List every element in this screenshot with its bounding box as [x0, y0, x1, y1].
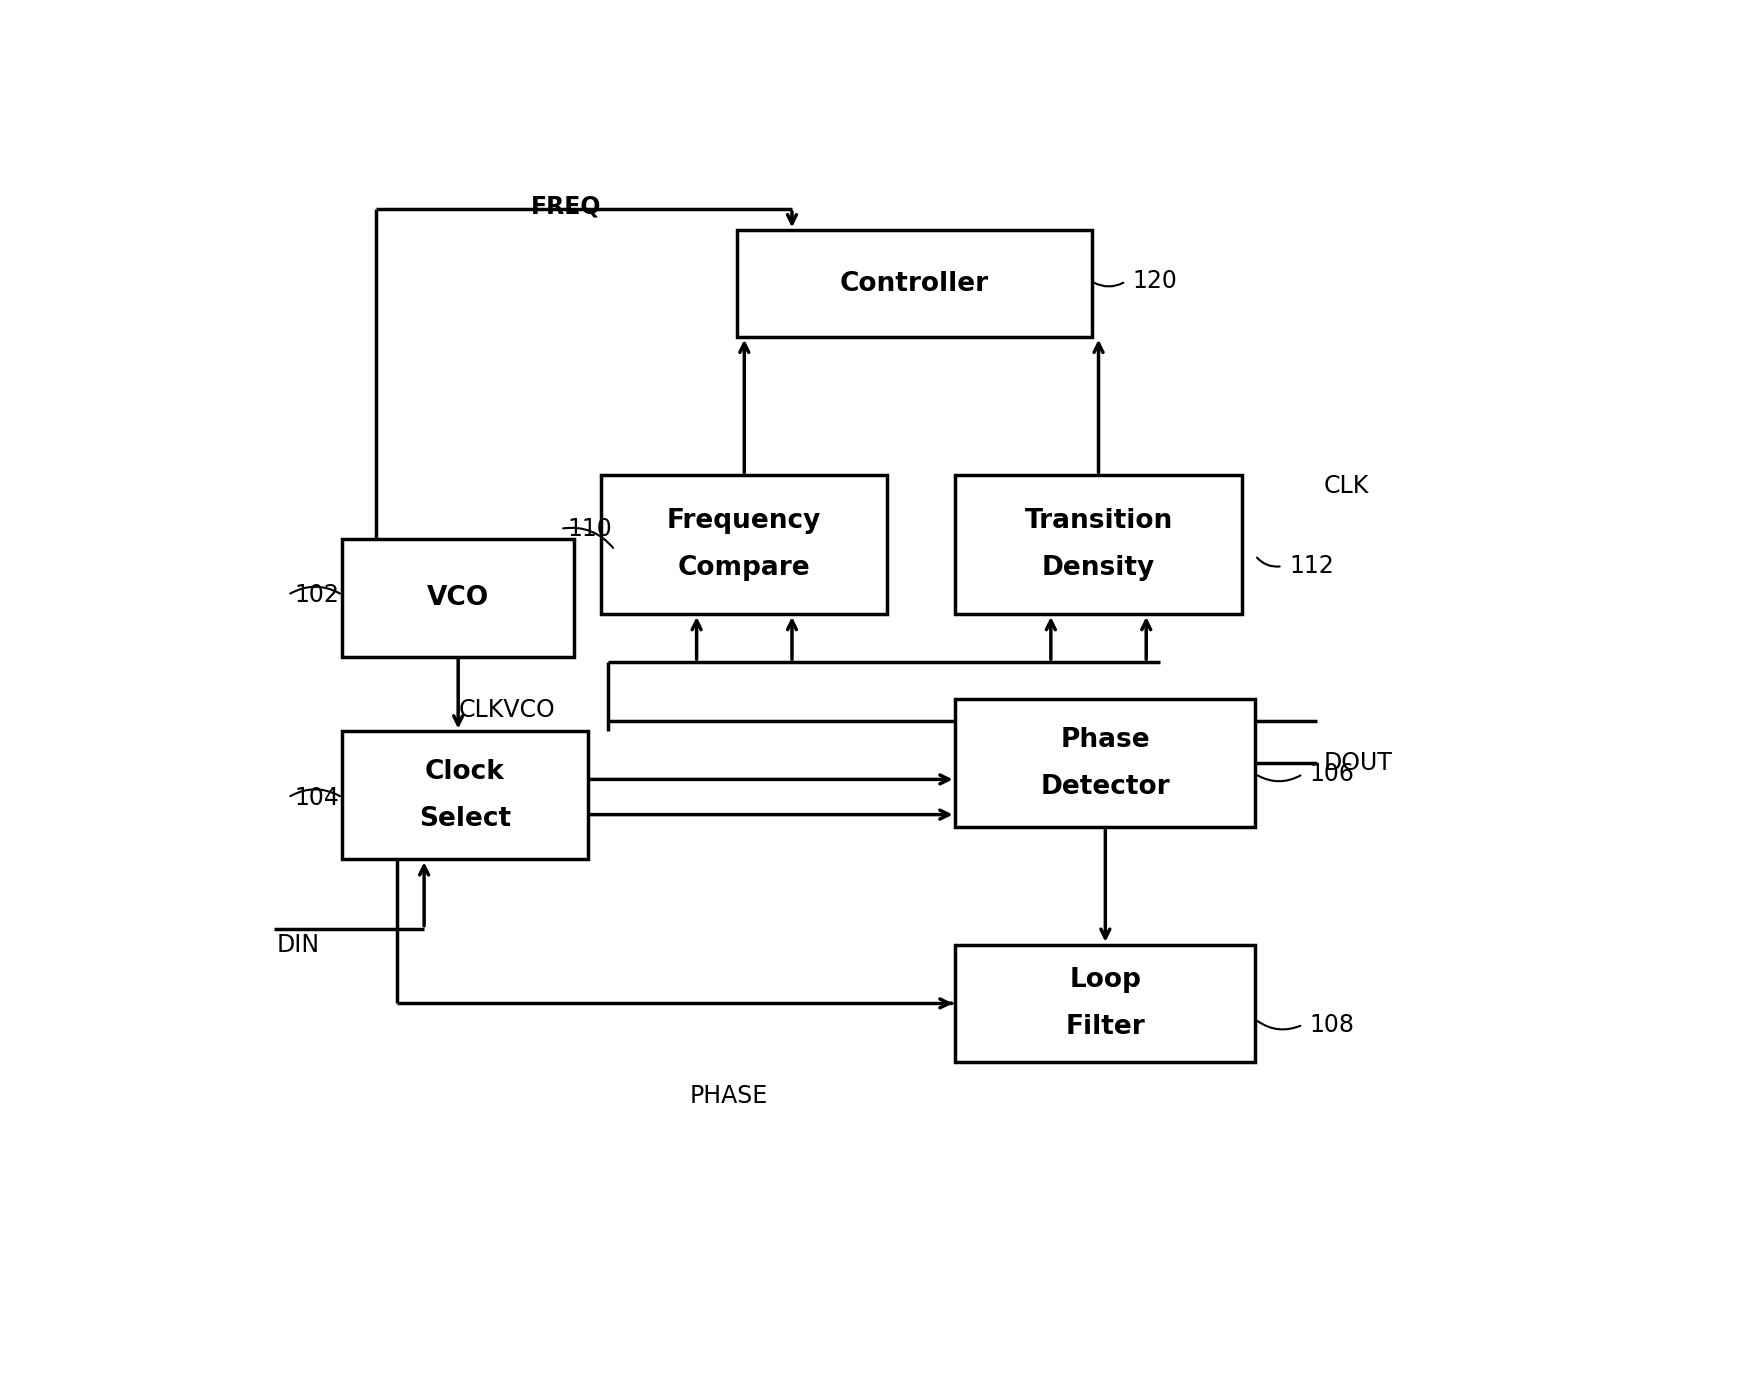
Text: Select: Select — [418, 806, 511, 832]
Text: 108: 108 — [1309, 1012, 1355, 1037]
Text: 104: 104 — [295, 785, 339, 810]
Text: VCO: VCO — [427, 584, 488, 611]
Text: Filter: Filter — [1065, 1014, 1144, 1040]
Text: Density: Density — [1042, 555, 1154, 582]
Bar — [738, 230, 1091, 337]
Bar — [343, 731, 587, 859]
Text: 106: 106 — [1309, 762, 1355, 787]
Bar — [956, 475, 1240, 614]
Text: 112: 112 — [1288, 554, 1334, 578]
Text: Loop: Loop — [1068, 967, 1140, 993]
Text: FREQ: FREQ — [531, 195, 601, 219]
Bar — [343, 540, 573, 656]
Text: Clock: Clock — [425, 759, 504, 785]
Text: Detector: Detector — [1040, 774, 1170, 801]
Text: Transition: Transition — [1024, 508, 1172, 535]
Text: PHASE: PHASE — [689, 1084, 768, 1108]
Text: CLK: CLK — [1323, 474, 1369, 499]
Text: Controller: Controller — [840, 270, 989, 296]
Text: DOUT: DOUT — [1323, 752, 1392, 776]
Text: CLKVCO: CLKVCO — [459, 698, 555, 722]
Text: Frequency: Frequency — [666, 508, 821, 535]
Text: Phase: Phase — [1059, 727, 1149, 753]
Text: Compare: Compare — [678, 555, 810, 582]
Bar — [956, 945, 1254, 1062]
Text: 120: 120 — [1132, 269, 1177, 294]
Text: 102: 102 — [295, 583, 339, 607]
Bar — [956, 699, 1254, 827]
Text: 110: 110 — [568, 517, 611, 540]
Text: DIN: DIN — [278, 932, 320, 957]
Bar — [601, 475, 887, 614]
